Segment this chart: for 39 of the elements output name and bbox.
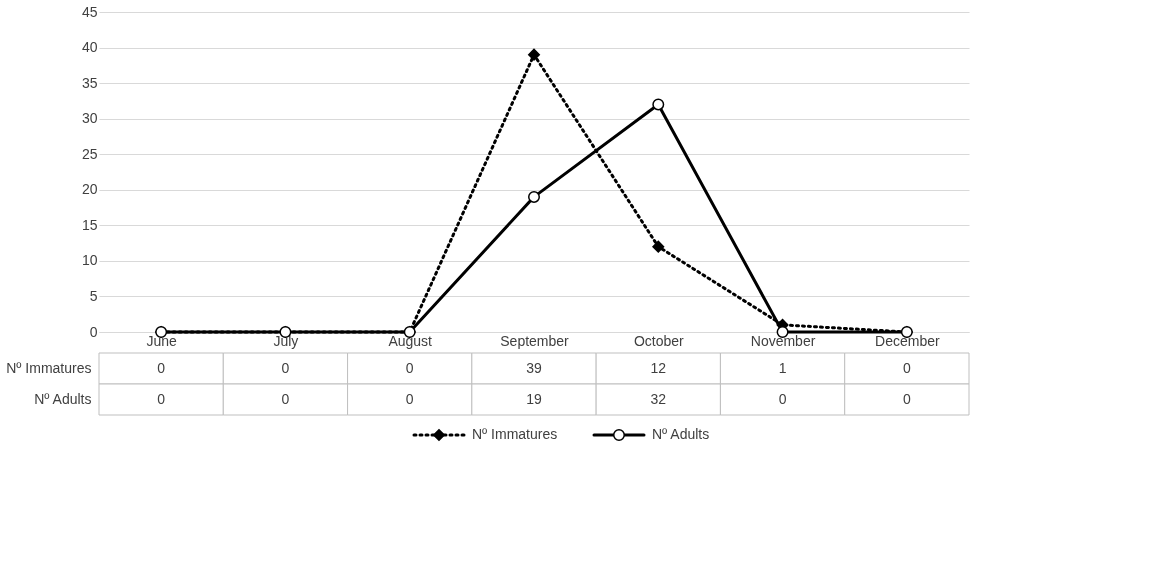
y-tick-label: 0 xyxy=(89,323,98,340)
y-tick-label: 25 xyxy=(81,145,98,162)
point xyxy=(652,240,665,253)
y-tick-label: 5 xyxy=(89,287,98,304)
text: Nº Adults xyxy=(34,390,92,407)
data-label: 0 xyxy=(405,359,414,376)
y-tick-label: 20 xyxy=(81,181,98,198)
data-label: 19 xyxy=(526,390,542,407)
data-label: 0 xyxy=(157,390,166,407)
data-label: 1 xyxy=(778,359,787,376)
point xyxy=(528,190,540,203)
y-tick-label: 35 xyxy=(81,74,98,91)
data-label: 39 xyxy=(526,359,542,376)
x-tick-label: November xyxy=(750,332,816,349)
x-tick-label: June xyxy=(146,332,178,349)
data-label: 12 xyxy=(650,359,667,376)
data-label: 0 xyxy=(281,390,290,407)
data-label: 32 xyxy=(650,390,667,407)
data-label: 0 xyxy=(157,359,166,376)
data-label: 0 xyxy=(902,359,911,376)
y-tick-label: 10 xyxy=(81,252,98,269)
y-tick-label: 30 xyxy=(81,110,98,127)
x-tick-label: August xyxy=(388,332,433,349)
y-tick-label: 15 xyxy=(81,216,98,233)
x-tick-label: July xyxy=(273,332,299,349)
x-tick-label: December xyxy=(875,332,940,349)
x-tick-label: October xyxy=(633,332,685,349)
legend-label: Nº Immatures xyxy=(472,426,558,442)
y-tick-label: 40 xyxy=(81,39,98,56)
legend-label: Nº Adults xyxy=(652,426,710,442)
data-label: 0 xyxy=(902,390,911,407)
data-label: 0 xyxy=(778,390,787,407)
x-tick-label: September xyxy=(500,332,570,349)
text: Nº Immatures xyxy=(6,359,92,376)
data-label: 0 xyxy=(281,359,290,376)
point xyxy=(528,48,540,61)
data-label: 0 xyxy=(405,390,414,407)
point xyxy=(652,98,665,111)
y-tick-label: 45 xyxy=(81,3,98,20)
